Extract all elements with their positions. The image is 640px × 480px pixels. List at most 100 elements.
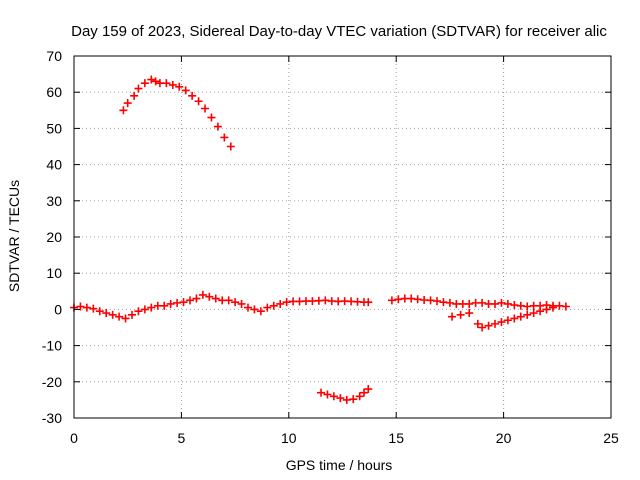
series-baseline-2 (387, 294, 570, 311)
data-point (211, 294, 220, 303)
data-point (542, 305, 551, 314)
data-point (115, 312, 124, 321)
y-axis-label: SDTVAR / TECUs (6, 180, 22, 292)
data-point (263, 303, 272, 312)
data-point (523, 310, 532, 319)
data-point (220, 133, 229, 142)
data-point (188, 91, 197, 100)
data-point (276, 299, 285, 308)
data-point (323, 390, 332, 399)
data-point (162, 79, 171, 88)
data-point (491, 299, 500, 308)
data-point (484, 321, 493, 330)
data-point (134, 84, 143, 93)
data-point (231, 298, 240, 307)
series-dip-branch (448, 303, 558, 332)
data-point (226, 142, 235, 151)
data-point (497, 298, 506, 307)
x-tick-label: 20 (496, 430, 512, 446)
data-point (387, 296, 396, 305)
data-point (76, 302, 85, 311)
y-tick-label: 20 (46, 229, 62, 245)
data-point (243, 303, 252, 312)
x-tick-label: 5 (178, 430, 186, 446)
data-point (536, 307, 545, 316)
data-point (465, 299, 474, 308)
data-point (256, 307, 265, 316)
data-point (349, 395, 358, 404)
data-point (179, 298, 188, 307)
data-point (269, 301, 278, 310)
data-point (185, 296, 194, 305)
y-tick-label: -30 (42, 410, 62, 426)
data-point (181, 86, 190, 95)
data-point (510, 314, 519, 323)
data-point (108, 310, 117, 319)
series-baseline-1 (70, 290, 373, 323)
data-point (336, 394, 345, 403)
y-tick-label: 30 (46, 193, 62, 209)
data-point (89, 304, 98, 313)
data-point (175, 82, 184, 91)
data-point (359, 388, 368, 397)
data-point (134, 307, 143, 316)
y-tick-label: 70 (46, 48, 62, 64)
data-point (160, 301, 169, 310)
chart-title: Day 159 of 2023, Sidereal Day-to-day VTE… (71, 23, 607, 40)
data-point (201, 104, 210, 113)
series-arc-high (119, 75, 235, 151)
data-point (478, 298, 487, 307)
data-point (82, 303, 91, 312)
tick-labels: 0 5 10 15 20 25 -30 -20 -10 0 10 20 30 40 50 60 70 (42, 48, 619, 446)
y-tick-label: 40 (46, 157, 62, 173)
data-point (147, 75, 156, 84)
data-point (250, 305, 259, 314)
data-point (119, 106, 128, 115)
data-point (364, 385, 373, 394)
data-point (192, 294, 201, 303)
y-tick-label: 10 (46, 265, 62, 281)
data-point (491, 319, 500, 328)
data-point (465, 309, 474, 318)
data-point (224, 296, 233, 305)
y-tick-label: 60 (46, 84, 62, 100)
data-point (529, 309, 538, 318)
x-tick-label: 10 (281, 430, 297, 446)
data-point (456, 310, 465, 319)
data-point (127, 310, 136, 319)
data-point (473, 319, 482, 328)
axis-ticks (73, 55, 612, 419)
y-tick-label: -10 (42, 338, 62, 354)
series-arc-low (317, 385, 373, 404)
y-tick-label: 0 (54, 301, 62, 317)
data-point (123, 99, 132, 108)
data-point (168, 80, 177, 89)
data-point (317, 388, 326, 397)
x-tick-label: 15 (388, 430, 404, 446)
data-point (329, 392, 338, 401)
data-point (140, 79, 149, 88)
data-point (147, 303, 156, 312)
data-point (194, 97, 203, 106)
data-point (497, 318, 506, 327)
data-point (237, 299, 246, 308)
data-point (448, 312, 457, 321)
data-point (213, 122, 222, 131)
x-tick-label: 25 (603, 430, 619, 446)
data-point (355, 392, 364, 401)
data-point (151, 77, 160, 86)
data-point (445, 298, 454, 307)
data-point (503, 299, 512, 308)
data-point (207, 113, 216, 122)
data-point (95, 307, 104, 316)
y-tick-label: 50 (46, 120, 62, 136)
data-point (102, 309, 111, 318)
data-point (503, 316, 512, 325)
data-point (516, 312, 525, 321)
grid-lines (74, 56, 611, 418)
data-point (478, 323, 487, 332)
data-point (549, 303, 558, 312)
y-tick-label: -20 (42, 374, 62, 390)
